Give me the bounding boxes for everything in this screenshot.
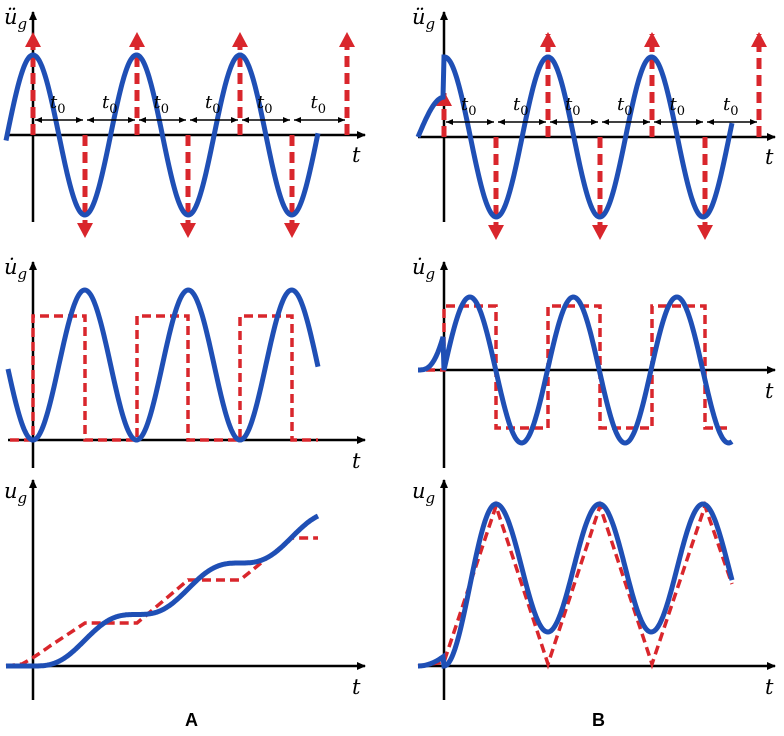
panel-a-vel-curve xyxy=(5,287,321,443)
spacing-label: t0 xyxy=(311,92,327,117)
spacing-label: t0 xyxy=(723,94,739,119)
spacing-label: t0 xyxy=(513,94,529,119)
spacing-label: t0 xyxy=(154,92,170,117)
panel-a-disp-y-label: ug xyxy=(4,479,27,507)
panel-a-vel-pulses xyxy=(10,314,318,442)
panel-b-accel-y-label: üg xyxy=(412,5,435,33)
spacing-label: t0 xyxy=(50,92,66,117)
spacing-label: t0 xyxy=(670,94,686,119)
panel-b-label: B xyxy=(592,710,605,730)
panel-a-disp-t-label: t xyxy=(352,675,361,699)
panel-a-accel-plot: üg t t0 t0 t0 t0 t0 t0 xyxy=(3,5,366,238)
panel-b-vel-t-label: t xyxy=(765,379,774,403)
spacing-label: t0 xyxy=(102,92,118,117)
panel-b-impulses xyxy=(436,32,767,240)
panel-b-accel-plot: üg t t0 t0 t0 t0 t0 t0 xyxy=(412,5,776,240)
panel-a-label: A xyxy=(185,710,198,730)
panel-b-vel-curve xyxy=(418,294,734,446)
panel-b-disp-t-label: t xyxy=(765,675,774,699)
panel-a-accel-t-label: t xyxy=(352,143,361,167)
panel-b-accel-curve xyxy=(415,54,735,220)
panel-a-accel-curve xyxy=(3,52,321,218)
spacing-label: t0 xyxy=(257,92,273,117)
panel-a-vel-plot: u̇g t xyxy=(4,255,366,473)
panel-b-disp-y-label: ug xyxy=(412,479,435,507)
spacing-label: t0 xyxy=(205,92,221,117)
panel-a-vel-t-label: t xyxy=(352,449,361,473)
panel-b-disp-dashed xyxy=(417,500,734,670)
spacing-label: t0 xyxy=(617,94,633,119)
panel-a-vel-y-label: u̇g xyxy=(4,255,27,283)
panel-a-disp-curve xyxy=(6,513,320,669)
panel-b-vel-y-label: u̇g xyxy=(412,255,435,283)
panel-a: üg t t0 t0 t0 t0 t0 t0 u̇g t ug t A xyxy=(3,5,366,730)
panel-b-vel-pulses xyxy=(426,304,732,430)
panel-b-disp-plot: ug t xyxy=(412,479,776,700)
panel-b-accel-t-label: t xyxy=(765,145,774,169)
panel-b-disp-curve xyxy=(418,501,735,669)
panel-a-disp-plot: ug t xyxy=(4,479,366,700)
panel-a-spacing-dims: t0 t0 t0 t0 t0 t0 xyxy=(35,92,345,123)
panel-b: üg t t0 t0 t0 t0 t0 t0 u̇g t ug t B xyxy=(412,5,776,730)
panel-b-vel-plot: u̇g t xyxy=(412,255,776,468)
panel-a-accel-y-label: üg xyxy=(4,5,27,33)
spacing-label: t0 xyxy=(565,94,581,119)
spacing-label: t0 xyxy=(461,94,477,119)
panel-b-spacing-dims: t0 t0 t0 t0 t0 t0 xyxy=(446,94,757,125)
